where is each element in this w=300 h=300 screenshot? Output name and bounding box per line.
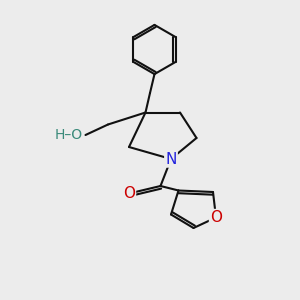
- Text: N: N: [165, 152, 177, 166]
- Text: O: O: [210, 210, 222, 225]
- Text: H–O: H–O: [54, 128, 82, 142]
- Text: O: O: [123, 186, 135, 201]
